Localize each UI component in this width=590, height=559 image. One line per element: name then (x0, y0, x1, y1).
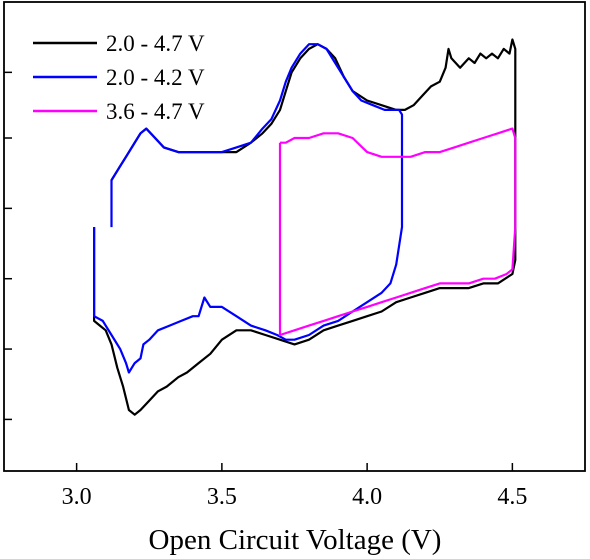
x-tick-label: 4.5 (497, 484, 527, 510)
x-tick-label: 4.0 (352, 484, 382, 510)
series-line (92, 38, 517, 416)
legend-label: 3.6 - 4.7 V (106, 99, 205, 124)
series-line (92, 43, 404, 374)
x-tick-label: 3.0 (62, 484, 92, 510)
plot-frame (3, 1, 586, 472)
series-layer (92, 38, 517, 416)
x-axis-title: Open Circuit Voltage (V) (149, 524, 442, 556)
legend: 2.0 - 4.7 V 2.0 - 4.2 V 3.6 - 4.7 V (33, 31, 205, 124)
series-line (278, 127, 517, 337)
y-axis (4, 71, 12, 421)
legend-label: 2.0 - 4.7 V (106, 31, 205, 56)
x-tick-label: 3.5 (207, 484, 237, 510)
legend-label: 2.0 - 4.2 V (106, 65, 205, 90)
x-axis: 3.0 3.5 4.0 4.5 (62, 463, 527, 510)
